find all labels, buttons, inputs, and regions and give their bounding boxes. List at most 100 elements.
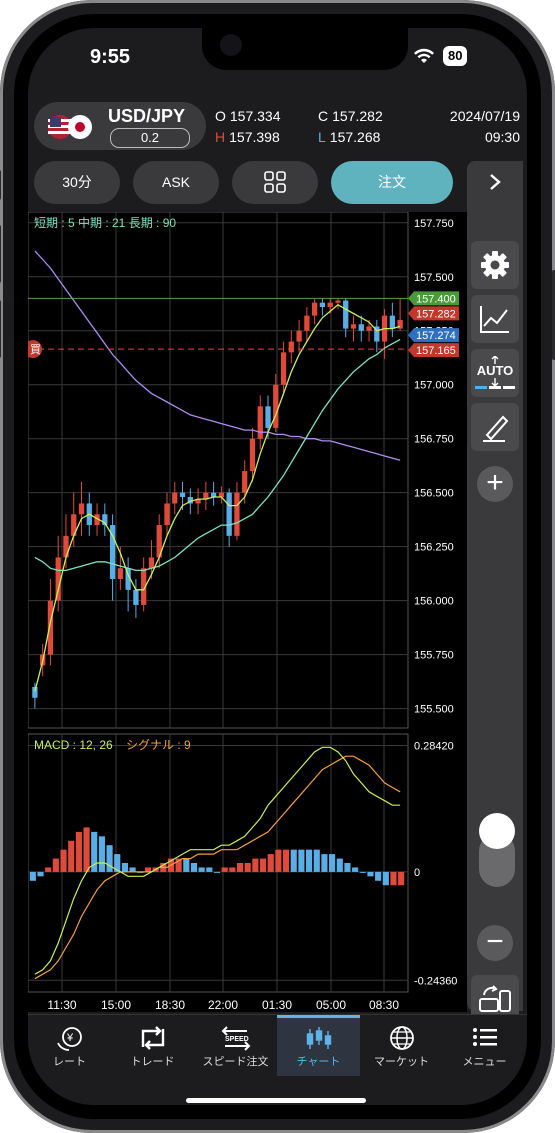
candle-body [133,589,139,605]
candle-body [358,324,364,331]
zoom-out-button[interactable]: − [477,925,513,961]
chart-area[interactable]: 短期 : 5 中期 : 21 長期 : 90 157.750 157.500 157… [28,212,467,1012]
macd-histogram-bar [267,854,274,872]
macd-histogram-bar [98,836,105,872]
rotate-icon [479,985,511,1012]
home-indicator [186,1098,366,1103]
low-price: L 157.268 [318,129,381,145]
time-tick-label: 05:00 [316,998,346,1012]
candle-body [47,600,54,655]
ask-price-tag [408,328,459,343]
macd-histogram-bar [344,863,351,872]
order-button[interactable]: 注文 [331,161,453,204]
macd-panel-frame [28,733,409,993]
volume-up-button [0,225,1,283]
expand-rail-button[interactable] [471,161,519,203]
macd-histogram-bar [298,849,305,872]
macd-histogram-bar [321,854,328,872]
globe-icon [389,1026,414,1050]
position-price-tag [408,343,459,358]
macd-histogram-bar [229,867,236,872]
macd-histogram-bar [236,863,244,872]
line-price-tag [408,291,459,306]
candle-body [265,406,271,428]
silent-switch [0,170,1,200]
time-axis: 11:30 15:00 18:30 22:00 01:30 05:00 08:30 [47,998,399,1012]
time-tick-label: 15:00 [101,998,131,1012]
macd-histogram-bar [275,849,282,872]
candle-body [389,315,395,329]
candle-body [102,514,108,526]
candle-body [156,525,162,558]
moving-average-lines [34,250,401,692]
candle-body [179,492,186,497]
menu-icon [472,1028,497,1046]
chart-icon [306,1027,331,1049]
chart-date: 2024/07/19 [449,108,520,124]
zoom-slider-handle[interactable] [479,813,515,849]
macd-histogram-bar [336,858,343,872]
price-tick-label: 157.500 [414,272,454,284]
candlestick-series [32,298,403,709]
macd-histogram-bar [290,849,297,872]
candle-body [327,302,333,307]
macd-histogram-bar [83,827,90,872]
layout-button[interactable] [232,161,318,204]
auto-scale-button[interactable]: AUTO [471,349,519,397]
candle-body [148,557,155,569]
draw-tool-button[interactable] [471,403,519,451]
macd-line [34,746,401,975]
tab-rate[interactable]: ¥ レート [28,1015,111,1073]
macd-panel: MACD : 12, 26 シグナル : 9 [29,738,405,980]
tab-chart[interactable]: チャート [277,1015,360,1076]
tab-market-label: マーケット [374,1056,429,1068]
tab-speed-order[interactable]: SPEED スピード注文 [194,1015,277,1073]
tab-menu[interactable]: メニュー [443,1015,526,1073]
candle-body [366,326,372,331]
grid-layout-icon [264,171,286,193]
time-tick-label: 08:30 [369,998,399,1012]
candle-body [32,686,38,698]
macd-histogram-bar [375,871,382,881]
macd-tick-label: 0 [414,867,420,879]
candle-body [117,568,124,580]
ma-legend-text: 短期 : 5 中期 : 21 長期 : 90 [34,215,176,230]
macd-histogram-bar [221,867,228,872]
macd-tick-label: -0.24360 [414,975,457,987]
high-price: H 157.398 [215,129,280,145]
candle-body [296,330,302,342]
status-time: 9:55 [90,46,131,68]
macd-histogram-bar [121,863,128,872]
svg-text:¥: ¥ [66,1032,74,1044]
speed-order-icon: SPEED [221,1026,250,1051]
macd-histogram-bar [175,858,182,872]
bid-price-tag-text: 157.282 [416,308,456,320]
interval-button[interactable]: 30分 [34,161,120,204]
tab-menu-label: メニュー [462,1056,507,1068]
settings-button[interactable] [471,241,519,289]
macd-histogram-bar [106,845,113,872]
tab-chart-label: チャート [296,1056,341,1068]
tab-market[interactable]: マーケット [360,1015,443,1073]
macd-histogram-bar [259,858,267,872]
rate-icon: ¥ [56,1027,82,1051]
plus-icon: + [486,466,504,499]
tab-trade[interactable]: トレード [111,1015,194,1073]
macd-histogram-bar [52,858,59,872]
candle-body [141,568,147,605]
macd-histogram-bar [114,854,121,872]
macd-tick-label: 0.28420 [414,740,454,752]
candle-body [273,384,279,428]
candle-body [304,315,310,331]
price-panel-frame [28,212,409,729]
zoom-in-button[interactable]: + [477,466,513,502]
bid-price-tag [408,306,459,321]
candle-body [288,341,294,353]
macd-histogram-bar [37,871,44,877]
power-button [552,270,555,360]
indicator-button[interactable] [471,295,519,343]
currency-pair-selector[interactable]: USD/JPY 0.2 [34,102,206,150]
line-price-tag-text: 157.400 [416,293,456,305]
macd-histogram-bar [68,840,75,872]
ask-bid-toggle[interactable]: ASK [133,161,219,204]
